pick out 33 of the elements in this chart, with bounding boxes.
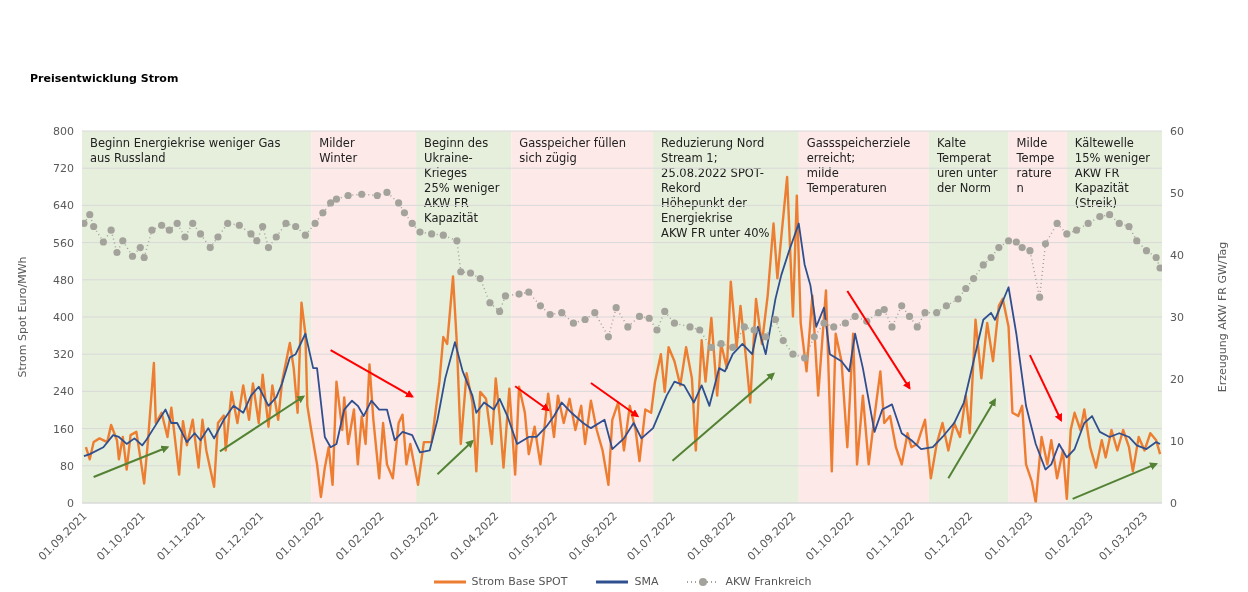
band-label: Milde Tempe rature n: [1015, 136, 1055, 195]
y2-tick-label: 0: [1170, 496, 1177, 510]
y-tick-label: 80: [60, 459, 74, 473]
y-tick-label: 560: [53, 236, 74, 250]
y2-tick-label: 60: [1170, 124, 1184, 138]
y-tick-label: 400: [53, 310, 74, 324]
legend-label: AKW Frankreich: [724, 575, 812, 588]
y2-tick-label: 10: [1170, 434, 1184, 448]
y2-tick-label: 40: [1170, 248, 1184, 262]
band-label: Beginn des Ukraine- Krieges 25% weniger AKW FR Kapazität: [424, 136, 500, 225]
y-tick-label: 240: [53, 385, 74, 399]
band-label: Kältewelle 15% weniger AKW FR Kapazität (Streik): [1074, 136, 1151, 210]
y-tick-label: 640: [53, 199, 74, 213]
band-label: Kalte Temperat uren unter der Norm: [935, 136, 998, 195]
y-axis-title: Strom Spot Euro/MWh: [15, 256, 29, 378]
y2-tick-label: 20: [1170, 372, 1184, 386]
y2-axis-title: Erzeugung AKW FR GW/Tag: [1215, 241, 1229, 393]
band-label: Milder Winter: [319, 136, 358, 165]
y-tick-label: 160: [53, 422, 74, 436]
legend-label: SMA: [633, 575, 659, 588]
band-label: Beginn Energiekrise weniger Gas aus Russland: [90, 136, 281, 165]
legend-label: Strom Base SPOT: [470, 575, 568, 588]
y2-tick-label: 30: [1170, 310, 1184, 324]
band-label: Gassspeicherziele erreicht; milde Temperaturen: [805, 136, 911, 195]
band-label: Reduzierung Nord Stream 1; 25.08.2022 SPOT- Rekord Höhepunkt der Energiekrise AKW FR unter 40%: [661, 136, 770, 240]
chart-title: Preisentwicklung Strom: [29, 71, 180, 87]
y-tick-label: 480: [53, 273, 74, 287]
y-tick-label: 0: [67, 496, 74, 510]
y2-tick-label: 50: [1170, 186, 1184, 200]
y-tick-label: 720: [53, 162, 74, 176]
y-tick-label: 800: [53, 124, 74, 138]
band-label: Gasspeicher füllen sich zügig: [519, 136, 626, 165]
y-tick-label: 320: [53, 348, 74, 362]
